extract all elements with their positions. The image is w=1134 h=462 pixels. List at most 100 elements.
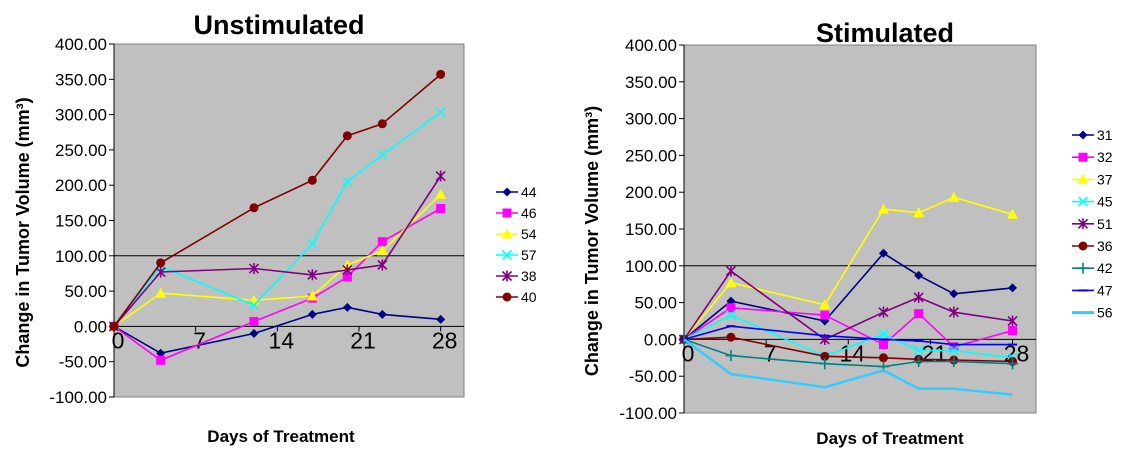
unstimulated-series-54-point [155,287,167,298]
unstimulated-series-44-point [156,348,166,358]
stimulated-x-tick-label: 21 [922,340,948,366]
unstimulated-y-tick-label: 350.00 [55,70,107,89]
unstimulated-legend: 44 46 54 57 38 40 [496,184,537,305]
unstimulated-series-57-point [248,300,260,311]
unstimulated-series-40-point [377,119,387,129]
stimulated-series-31-point [949,289,959,299]
unstimulated-legend-label: 38 [521,268,537,284]
stimulated-series-31-point [878,248,888,258]
unstimulated-series-38-point [248,263,260,275]
unstimulated-series-40-point [436,69,446,79]
stimulated-legend-marker [1078,152,1088,162]
stimulated-series-45-point [725,310,736,321]
unstimulated-chart-title: Unstimulated [193,10,364,40]
stimulated-legend-label: 47 [1097,282,1113,298]
unstimulated-chart: Unstimulated -100.00 -50.00 0.00 50.00 100.00… [0,0,560,457]
stimulated-series-51-point [878,306,889,318]
stimulated-series-31-point [914,270,924,280]
stimulated-y-axis-label: Change in Tumor Volume (mm³) [582,106,602,376]
unstimulated-series-44-point [307,309,317,319]
stimulated-series-32-point [878,340,888,350]
unstimulated-series-40 [109,69,446,331]
unstimulated-series-38 [108,170,446,332]
stimulated-series-36-point [820,351,830,361]
unstimulated-series-46-point [156,355,166,365]
unstimulated-series-38-point [307,269,318,281]
unstimulated-series-44-point [249,328,259,338]
stimulated-y-tick-label: 350.00 [625,73,677,92]
unstimulated-series-44-point [342,302,352,312]
unstimulated-legend-marker [502,208,512,218]
stimulated-series-56 [683,338,1013,396]
unstimulated-series-40-point [342,131,352,141]
unstimulated-series-46-point [436,203,446,213]
stimulated-y-tick-label: 250.00 [625,146,677,165]
unstimulated-series-46-point [249,316,259,326]
stimulated-series-42-point [725,350,737,362]
stimulated-series-42-point [948,355,960,367]
unstimulated-series-38-point [155,266,166,278]
unstimulated-plot-area [113,43,465,398]
unstimulated-y-tick-label: 400.00 [55,35,107,54]
stimulated-series-37 [678,191,1019,344]
unstimulated-y-tick-label: 100.00 [55,247,107,266]
unstimulated-y-tick-label: 0.00 [74,317,107,336]
unstimulated-legend-marker [502,187,512,197]
unstimulated-series-44-point [436,314,446,324]
stimulated-y-tick-label: -50.00 [629,367,677,386]
unstimulated-series-38-point [435,170,446,182]
unstimulated-legend-label: 40 [521,289,537,305]
unstimulated-legend-marker [501,228,513,239]
unstimulated-y-tick-label: -100.00 [49,388,107,407]
stimulated-legend-marker [1078,130,1088,140]
unstimulated-series-57-point [377,149,388,160]
stimulated-series-31-point [1008,283,1018,293]
stimulated-series-37-point [819,299,831,310]
unstimulated-y-tick-label: 200.00 [55,176,107,195]
unstimulated-y-tick-label: -50.00 [59,353,107,372]
unstimulated-y-tick-label: 300.00 [55,106,107,125]
stimulated-series-37-point [877,203,889,214]
stimulated-series-51-point [913,291,924,303]
stimulated-x-axis-label: Days of Treatment [816,429,964,448]
unstimulated-x-tick-label: 28 [432,327,458,353]
unstimulated-series-40-point [156,258,166,268]
stimulated-legend-label: 32 [1097,149,1113,165]
unstimulated-legend-marker [501,270,513,282]
stimulated-y-tick-label: 300.00 [625,110,677,129]
stimulated-plot-area [683,44,1037,414]
stimulated-series-37-point [913,207,925,218]
unstimulated-x-tick-label: 21 [350,327,376,353]
stimulated-legend-label: 51 [1097,216,1113,232]
stimulated-y-tick-label: 100.00 [625,257,677,276]
unstimulated-series-44-point [377,309,387,319]
stimulated-legend-label: 36 [1097,238,1113,254]
stimulated-series-42-point [913,355,925,367]
unstimulated-series-46-point [377,237,387,247]
unstimulated-y-tick-label: 250.00 [55,141,107,160]
stimulated-series-45-point [913,345,924,356]
stimulated-y-tick-label: 400.00 [625,36,677,55]
stimulated-series-36-point [726,332,736,342]
stimulated-series-42-point [1007,358,1019,370]
unstimulated-series-54-point [376,245,388,256]
stimulated-chart-svg: Stimulated -100.00 -50.00 0.00 50.00 100.00 15… [582,18,1113,448]
unstimulated-series-38-point [377,259,388,271]
stimulated-chart: Stimulated -100.00 -50.00 0.00 50.00 100.00 15… [570,0,1134,457]
stimulated-legend-marker [1077,218,1089,230]
unstimulated-legend-label: 46 [521,205,537,221]
stimulated-series-32-point [1008,326,1018,336]
unstimulated-series-57-point [435,107,446,118]
stimulated-legend-label: 56 [1097,305,1113,321]
unstimulated-series-46-point [342,272,352,282]
unstimulated-y-tick-label: 150.00 [55,212,107,231]
unstimulated-series-57-point [307,238,318,249]
stimulated-series-32-point [820,310,830,320]
unstimulated-series-54-point [435,188,447,199]
stimulated-series-51-point [1007,315,1018,327]
stimulated-x-tick-label: 0 [682,340,695,366]
stimulated-legend-label: 31 [1097,127,1113,143]
stimulated-series-32-point [949,342,959,352]
stimulated-legend-marker [1078,241,1088,251]
stimulated-series-45-point [878,329,889,340]
